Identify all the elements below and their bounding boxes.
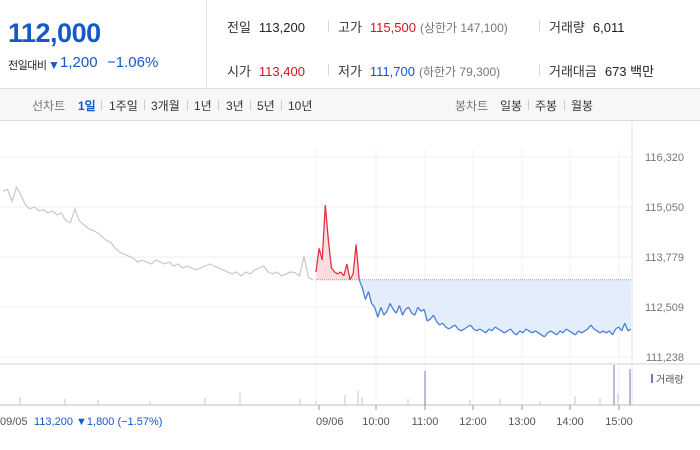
current-price: 112,000 [8,18,101,48]
tab-candle-chart[interactable]: 봉차트 [455,99,489,113]
volume-legend-label: 거래량 [656,374,684,386]
x-tick-label: 13:00 [508,416,536,428]
y-tick-label: 111,238 [646,352,684,364]
tab-candle-monthly[interactable]: 월봉 [571,99,594,113]
below-reference-fill [316,279,631,337]
stat-high: 고가 115,500 (상한가 147,100) [338,17,508,36]
tab-line-chart[interactable]: 선차트 [32,99,66,113]
stat-upper-limit: (상한가 147,100) [419,21,508,35]
series-line-prev-day [2,185,314,281]
x-tick-label: 14:00 [556,416,584,428]
stat-open-value: 113,400 [258,64,305,79]
stat-high-value: 115,500 [369,20,416,35]
tab-period-1y[interactable]: 1년 [194,99,212,113]
stat-prev-label: 전일 [227,20,251,35]
divider [328,20,329,32]
tab-period-10y[interactable]: 10년 [288,99,313,113]
down-arrow-icon: ▼ [48,58,60,72]
tab-candle-weekly[interactable]: 주봉 [535,99,558,113]
change-value: 1,200 [60,54,98,71]
stat-low-label: 저가 [338,64,362,79]
stat-amount: 거래대금 673 백만 [549,61,654,80]
tab-period-1d[interactable]: 1일 [78,99,96,113]
stat-open-label: 시가 [227,64,251,79]
x-tick-label: 10:00 [362,416,390,428]
tab-period-3y[interactable]: 3년 [226,99,244,113]
stat-amount-value: 673 백만 [604,64,655,79]
x-tick-label: 11:00 [412,416,439,428]
divider [528,100,529,110]
stat-high-label: 고가 [338,20,362,35]
stat-volume: 거래량 6,011 [549,17,624,36]
quote-header: 112,000 전일대비 ▼ 1,200 −1.06% 전일 113,200 고가… [0,0,700,89]
divider [281,100,282,110]
divider [187,100,188,110]
divider [101,100,102,110]
x-tick-label: 12:00 [459,416,487,428]
x-tick-label: 15:00 [605,416,633,428]
tab-period-3m[interactable]: 3개월 [151,99,180,113]
stat-prev: 전일 113,200 [227,17,305,36]
y-tick-label: 112,509 [645,302,684,314]
price-box: 112,000 전일대비 ▼ 1,200 −1.06% [0,0,207,88]
change-percent: −1.06% [107,54,159,71]
divider [539,20,540,32]
stat-low: 저가 111,700 (하한가 79,300) [338,61,500,80]
stat-prev-value: 113,200 [258,20,305,35]
stat-volume-value: 6,011 [592,20,625,35]
divider [539,64,540,76]
chart-tabs: 선차트 1일 1주일 3개월 1년 3년 5년 10년 봉차트 일봉 주봉 월봉 [0,89,700,121]
prev-day-info: 113,200 ▼1,800 (−1.57%) [34,416,162,428]
tab-period-1w[interactable]: 1주일 [109,99,138,113]
y-tick-label: 116,320 [645,152,684,164]
stat-lower-limit: (하한가 79,300) [418,65,501,79]
price-chart[interactable]: 116,320 115,050 113,779 112,509 111,238 거래량 09… [0,121,700,450]
divider [218,100,219,110]
tab-candle-daily[interactable]: 일봉 [500,99,523,113]
divider [144,100,145,110]
above-reference-fill [316,205,631,280]
stat-amount-label: 거래대금 [549,64,597,79]
tab-period-5y[interactable]: 5년 [257,99,275,113]
stat-low-value: 111,700 [369,64,415,79]
divider [328,64,329,76]
y-tick-label: 113,779 [645,252,684,264]
series-line-today-up [315,204,360,281]
series-line-today-down [358,279,632,338]
x-tick-label: 09/06 [316,416,344,428]
volume-legend-swatch [651,374,653,383]
x-tick-label: 09/05 [0,416,28,428]
stat-open: 시가 113,400 [227,61,305,80]
divider [250,100,251,110]
stat-volume-label: 거래량 [549,20,585,35]
change-label: 전일대비 [8,60,47,72]
y-tick-label: 115,050 [645,202,684,214]
divider [564,100,565,110]
